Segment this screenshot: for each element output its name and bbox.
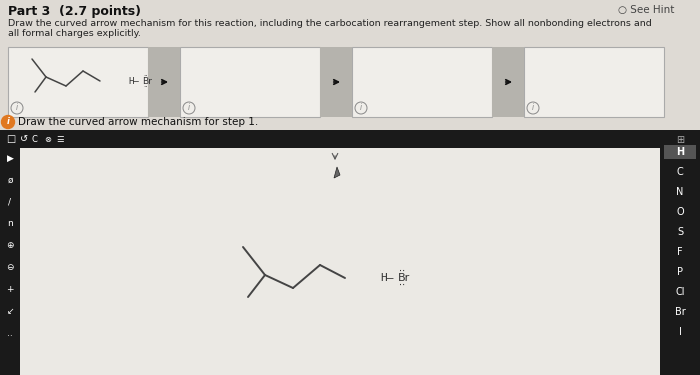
FancyBboxPatch shape [320, 47, 352, 117]
Text: +: + [6, 285, 14, 294]
Text: Br: Br [398, 273, 410, 283]
Text: P: P [677, 267, 683, 277]
Circle shape [1, 116, 15, 129]
Text: i: i [532, 104, 534, 112]
Text: S: S [677, 227, 683, 237]
Text: ..: .. [7, 330, 13, 339]
Text: /: / [8, 198, 11, 207]
Text: ⊗: ⊗ [44, 135, 51, 144]
Text: ↺: ↺ [20, 134, 28, 144]
FancyBboxPatch shape [148, 47, 180, 117]
FancyBboxPatch shape [180, 47, 320, 117]
FancyBboxPatch shape [0, 130, 660, 148]
Text: □: □ [6, 134, 15, 144]
Text: i: i [6, 117, 9, 126]
Text: i: i [360, 104, 362, 112]
Text: Cl: Cl [676, 287, 685, 297]
Text: ☰: ☰ [56, 135, 64, 144]
Text: C: C [32, 135, 38, 144]
Text: N: N [676, 187, 684, 197]
Text: ⋅⋅: ⋅⋅ [143, 73, 147, 79]
Text: O: O [676, 207, 684, 217]
Text: n: n [7, 219, 13, 228]
Text: Br: Br [675, 307, 685, 317]
Text: ↙: ↙ [6, 308, 14, 316]
Text: ⊖: ⊖ [6, 264, 14, 273]
Text: ○ See Hint: ○ See Hint [618, 5, 674, 15]
Text: Draw the curved arrow mechanism for this reaction, including the carbocation rea: Draw the curved arrow mechanism for this… [8, 19, 652, 28]
Text: ø: ø [7, 176, 13, 184]
Text: i: i [188, 104, 190, 112]
FancyBboxPatch shape [352, 47, 492, 117]
Text: Br: Br [142, 76, 152, 86]
Text: ⋅⋅: ⋅⋅ [399, 266, 405, 276]
FancyBboxPatch shape [660, 130, 700, 375]
FancyBboxPatch shape [664, 145, 696, 159]
Text: H—: H— [128, 76, 139, 86]
Text: ⋅⋅: ⋅⋅ [399, 280, 405, 290]
Text: i: i [16, 104, 18, 112]
Text: ▶: ▶ [6, 153, 13, 162]
Text: ⋅⋅: ⋅⋅ [143, 84, 147, 90]
Text: C: C [677, 167, 683, 177]
Text: I: I [678, 327, 681, 337]
Text: Draw the curved arrow mechanism for step 1.: Draw the curved arrow mechanism for step… [18, 117, 258, 127]
Text: F: F [677, 247, 682, 257]
Polygon shape [334, 167, 340, 178]
FancyBboxPatch shape [0, 130, 660, 375]
FancyBboxPatch shape [8, 47, 148, 117]
FancyBboxPatch shape [524, 47, 664, 117]
FancyBboxPatch shape [0, 148, 20, 375]
Text: all formal charges explicitly.: all formal charges explicitly. [8, 29, 141, 38]
Text: Part 3  (2.7 points): Part 3 (2.7 points) [8, 5, 141, 18]
Text: ⊕: ⊕ [6, 242, 14, 250]
Text: ⊞: ⊞ [676, 135, 684, 145]
FancyBboxPatch shape [492, 47, 524, 117]
Text: H—: H— [380, 273, 393, 283]
Text: H: H [676, 147, 684, 157]
